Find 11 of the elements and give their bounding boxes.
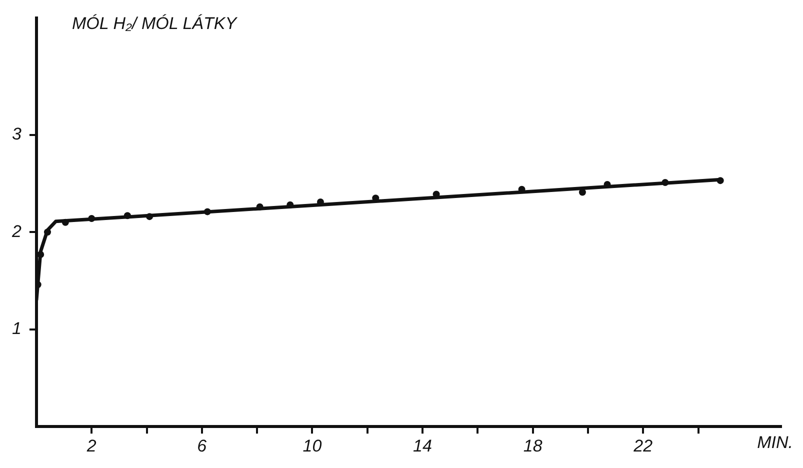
x-tick-label: 18 xyxy=(523,436,543,456)
x-tick-label: 2 xyxy=(86,436,97,456)
x-tick-label: 22 xyxy=(632,436,654,456)
y-axis-title: MÓL H₂/ MÓL LÁTKY xyxy=(72,14,237,34)
x-axis-title: MIN. xyxy=(757,433,793,453)
y-tick-label: 1 xyxy=(12,319,22,338)
y-tick-label: 3 xyxy=(12,124,22,144)
x-tick-label: 14 xyxy=(413,436,432,456)
y-tick-label: 2 xyxy=(10,222,22,241)
x-tick-label: 6 xyxy=(197,436,208,456)
x-tick-label: 10 xyxy=(302,436,322,456)
